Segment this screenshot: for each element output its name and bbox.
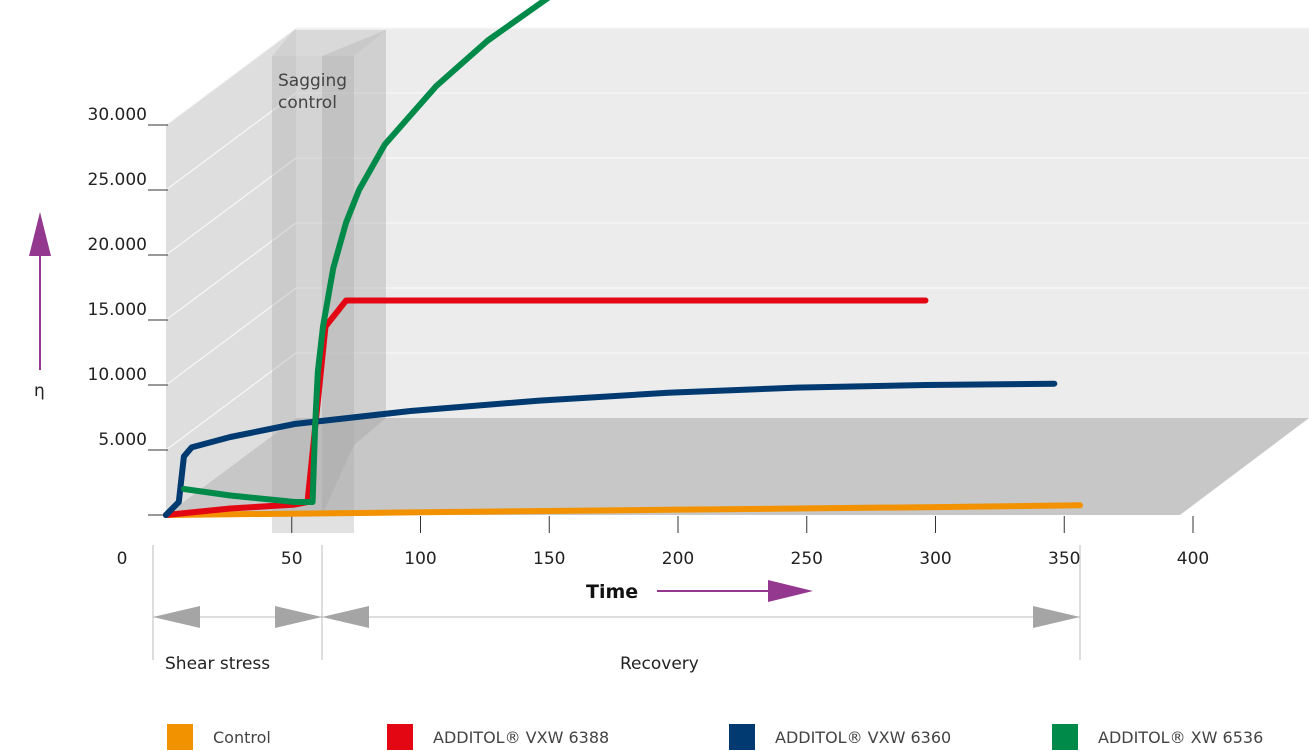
shear-arrow-right [275, 606, 322, 628]
y-tick-label: 5.000 [98, 430, 147, 450]
sagging-label-line: control [278, 93, 337, 113]
x-axis: 0 50 100 150 200 250 300 350 400 [117, 516, 1209, 569]
x-axis-label: Time [586, 581, 638, 603]
legend-label: ADDITOL® XW 6536 [1098, 727, 1264, 747]
y-tick-label: 15.000 [88, 300, 147, 320]
x-tick-label: 0 [117, 549, 128, 569]
legend-item-xw-6536: ADDITOL® XW 6536 [1052, 724, 1263, 750]
x-tick-label: 50 [281, 549, 303, 569]
sag-band-top [272, 30, 386, 56]
grid-line-left [165, 157, 297, 256]
legend: Control ADDITOL® VXW 6388 ADDITOL® VXW 6… [0, 722, 1309, 751]
grid-line-left [165, 92, 297, 191]
grid-line-left [165, 287, 297, 386]
shear-stress-label: Shear stress [165, 654, 270, 674]
x-tick-label: 100 [404, 549, 436, 569]
recovery-label: Recovery [620, 654, 699, 674]
grid-line-left [165, 27, 297, 126]
recovery-arrow-left [322, 606, 369, 628]
sagging-label-line: Sagging [278, 71, 347, 91]
x-arrow-head [768, 580, 813, 602]
legend-swatch [1052, 724, 1078, 750]
sagging-control-label: Sagging control [278, 71, 347, 113]
x-axis-title: Time [586, 580, 813, 603]
y-axis: 5.000 10.000 15.000 20.000 25.000 30.000 [88, 105, 168, 516]
legend-swatch [387, 724, 413, 750]
grid-line-left [165, 352, 297, 451]
series-lines [162, 0, 1083, 518]
x-tick-label: 300 [919, 549, 951, 569]
x-tick-label: 200 [662, 549, 694, 569]
sagging-control-band: Sagging control [272, 30, 386, 533]
series-line-additol-vxw-6388 [162, 297, 929, 518]
series-line-additol-vxw-6360 [162, 380, 1058, 518]
floor [166, 418, 1309, 515]
legend-swatch [167, 724, 193, 750]
series-line-control [162, 502, 1083, 518]
legend-item-control: Control [167, 724, 271, 750]
x-tick-label: 250 [791, 549, 823, 569]
x-tick-label: 350 [1048, 549, 1080, 569]
legend-label: Control [213, 727, 271, 747]
chart: Sagging control 5.000 10.000 15.000 20.000 25… [29, 0, 1309, 674]
y-axis-title: η [29, 212, 51, 401]
legend-swatch [729, 724, 755, 750]
sag-band-front [272, 56, 354, 533]
phase-indicators: Shear stress Recovery [152, 545, 1081, 674]
legend-label: ADDITOL® VXW 6360 [775, 727, 952, 747]
x-tick-label: 150 [533, 549, 565, 569]
grid [165, 27, 1309, 451]
y-tick-label: 10.000 [88, 365, 147, 385]
series-line-additol-xw-6536 [180, 0, 551, 505]
x-tick-label: 400 [1177, 549, 1209, 569]
legend-item-vxw-6388: ADDITOL® VXW 6388 [387, 724, 609, 750]
y-tick-label: 30.000 [88, 105, 147, 125]
y-tick-label: 25.000 [88, 170, 147, 190]
y-tick-label: 20.000 [88, 235, 147, 255]
legend-label: ADDITOL® VXW 6388 [433, 727, 610, 747]
recovery-arrow-right [1033, 606, 1080, 628]
shear-arrow-left [153, 606, 200, 628]
y-arrow-head [29, 212, 51, 256]
y-axis-label: η [34, 381, 45, 401]
sag-band-side [322, 30, 386, 515]
legend-item-vxw-6360: ADDITOL® VXW 6360 [729, 724, 951, 750]
grid-line-left [165, 222, 297, 321]
